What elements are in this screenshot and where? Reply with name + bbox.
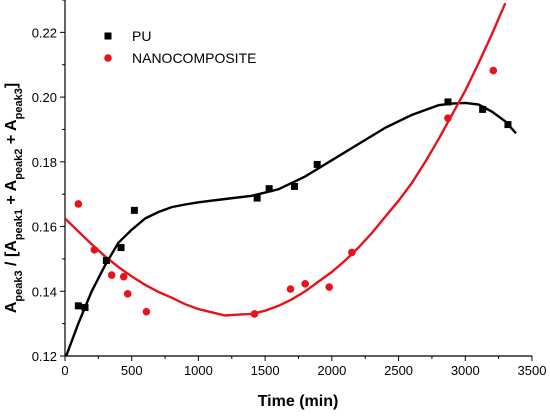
x-tick-label: 2000 [317,363,346,378]
pu-point [504,121,512,129]
x-tick-label: 0 [61,363,68,378]
nanocomposite-point [107,271,116,279]
x-tick-label: 2500 [384,363,413,378]
y-axis-title-part: / [A [3,240,20,271]
y-axis-title-subscript: peak1 [13,209,25,240]
y-tick-label: 0.22 [32,25,57,40]
nanocomposite-point [90,246,99,254]
nanocomposite-point [142,307,151,316]
pu-point [130,206,138,214]
legend-marker-nanocomposite [104,54,112,62]
nanocomposite-point [123,290,132,298]
nanocomposite-point [444,114,452,122]
nanocomposite-point [74,200,83,208]
pu-point [265,185,273,193]
legend-label-nanocomposite: NANOCOMPOSITE [132,50,256,66]
x-tick-label: 1000 [184,363,213,378]
nanocomposite-point [301,280,309,288]
pu-point [102,257,110,265]
y-axis-title-subscript: peak3 [13,270,25,301]
y-axis-title-subscript: peak2 [13,149,25,180]
pu-fit-line [65,101,517,356]
tick-labels: 0 500 1000 1500 2000 2500 3000 3500 0.12 0.14 0.16… [32,25,547,378]
pu-point [81,303,89,311]
nanocomposite-point [250,310,259,318]
nanocomposite-point [325,283,333,291]
y-axis-title-subscript: peak3 [13,88,25,119]
pu-point [290,182,298,190]
pu-point [313,160,321,168]
fit-lines [65,2,517,356]
legend: PU NANOCOMPOSITE [104,28,256,66]
y-tick-label: 0.18 [32,155,57,170]
nanocomposite-point [348,248,356,257]
y-tick-label: 0.20 [32,90,57,105]
legend-label-pu: PU [132,28,151,44]
pu-point [253,194,261,202]
x-tick-label: 3500 [518,363,547,378]
y-axis-title: Apeak3 / [Apeak1 + Apeak2 + Apeak3] [3,83,25,313]
x-axis-title: Time (min) [258,393,339,410]
nanocomposite-point [489,66,498,75]
y-tick-label: 0.14 [32,284,57,299]
x-tick-label: 3000 [451,363,480,378]
legend-marker-pu [104,32,112,40]
axes [60,0,533,361]
markers [74,66,512,318]
nanocomposite-fit-line [65,2,507,317]
nanocomposite-point [119,272,128,281]
y-axis-title-part: + A [3,119,20,149]
y-axis-title-part: + A [3,179,20,209]
y-tick-label: 0.12 [32,349,57,364]
pu-point [444,98,452,106]
y-axis-title-part: ] [3,83,20,88]
nanocomposite-point [286,285,295,293]
y-tick-label: 0.16 [32,220,57,235]
pu-point [74,302,82,310]
y-axis-title-part: A [3,301,20,313]
x-tick-label: 500 [121,363,143,378]
pu-point [117,244,125,252]
x-tick-label: 1500 [251,363,280,378]
pu-point [479,105,487,113]
